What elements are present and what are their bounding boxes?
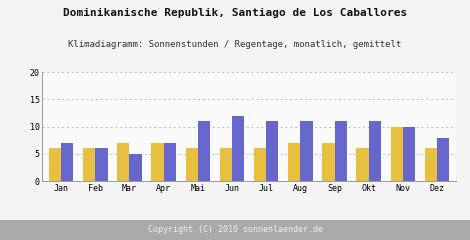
Bar <box>425 148 437 181</box>
Bar <box>198 121 210 181</box>
Bar <box>232 116 244 181</box>
Bar <box>61 143 73 181</box>
Bar <box>49 148 61 181</box>
Text: Klimadiagramm: Sonnenstunden / Regentage, monatlich, gemittelt: Klimadiagramm: Sonnenstunden / Regentage… <box>68 40 402 49</box>
Legend: Sonnenstunden / Tag, Regentage / Monat: Sonnenstunden / Tag, Regentage / Monat <box>130 227 368 240</box>
Bar <box>219 148 232 181</box>
Bar <box>129 154 142 181</box>
Bar <box>266 121 279 181</box>
Bar <box>254 148 266 181</box>
Bar <box>288 143 300 181</box>
Bar <box>186 148 198 181</box>
Bar <box>117 143 129 181</box>
Bar <box>95 148 108 181</box>
Bar <box>391 127 403 181</box>
Bar <box>322 143 335 181</box>
Bar <box>151 143 164 181</box>
Bar <box>83 148 95 181</box>
Bar <box>335 121 347 181</box>
Bar <box>369 121 381 181</box>
Text: Dominikanische Republik, Santiago de Los Caballores: Dominikanische Republik, Santiago de Los… <box>63 8 407 18</box>
Bar <box>164 143 176 181</box>
Text: Copyright (C) 2010 sonnenlaender.de: Copyright (C) 2010 sonnenlaender.de <box>148 225 322 234</box>
Bar <box>300 121 313 181</box>
Bar <box>403 127 415 181</box>
Bar <box>437 138 449 181</box>
Bar <box>356 148 369 181</box>
